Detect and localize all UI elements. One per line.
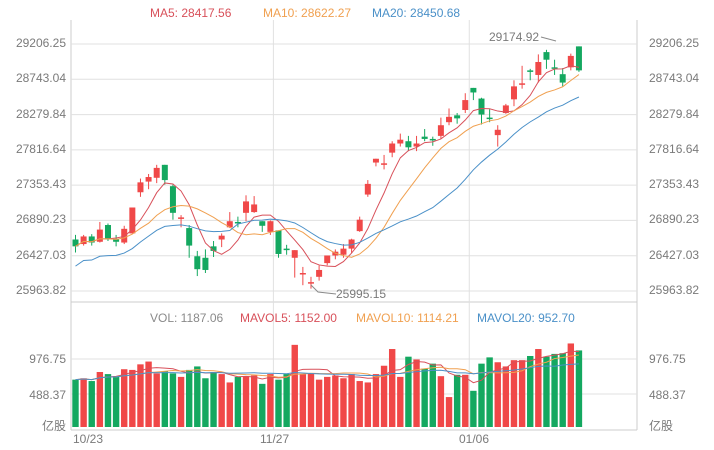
price-tick-right: 26890.23: [649, 212, 700, 227]
price-tick-right: 27353.43: [649, 177, 700, 192]
price-tick-right: 27816.64: [649, 141, 700, 156]
price-tick-right: 28743.04: [649, 71, 700, 86]
vol-tick-left-2: 488.37: [29, 388, 66, 402]
x-tick-3: 01/06: [459, 432, 490, 446]
vol-tick-right-1: 976.75: [649, 352, 686, 366]
vol-tick-right-2: 488.37: [649, 388, 686, 402]
price-tick-left: 29206.25: [15, 36, 66, 50]
price-tick-left: 25963.82: [15, 283, 66, 297]
price-tick-left: 28743.04: [15, 71, 66, 86]
price-tick-left: 26427.03: [15, 247, 66, 262]
max-price-annotation: 29174.92: [489, 30, 540, 44]
price-tick-left: 26890.23: [15, 212, 66, 227]
vol-unit-left: 亿股: [41, 419, 66, 433]
price-tick-right: 28279.84: [649, 106, 700, 121]
price-tick-left: 27816.64: [15, 141, 66, 156]
price-tick-right: 29206.25: [649, 36, 700, 50]
mavol20-legend: MAVOL20: 952.70: [477, 311, 575, 325]
price-tick-right: 26427.03: [649, 247, 700, 262]
price-tick-left: 28279.84: [15, 106, 66, 121]
vol-legend: VOL: 1187.06: [150, 311, 224, 325]
mavol5-legend: MAVOL5: 1152.00: [240, 311, 337, 325]
ma10-legend: MA10: 28622.27: [263, 6, 352, 20]
x-tick-1: 10/23: [73, 432, 104, 446]
price-tick-right: 25963.82: [649, 283, 700, 297]
vol-unit-right: 亿股: [649, 419, 674, 433]
x-tick-2: 11/27: [260, 432, 290, 446]
ma5-legend: MA5: 28417.56: [150, 6, 232, 20]
vol-tick-left-1: 976.75: [29, 352, 66, 366]
min-price-annotation: 25995.15: [336, 287, 387, 301]
price-tick-left: 27353.43: [15, 177, 66, 192]
mavol10-legend: MAVOL10: 1114.21: [356, 311, 459, 325]
ma20-legend: MA20: 28450.68: [372, 6, 461, 20]
